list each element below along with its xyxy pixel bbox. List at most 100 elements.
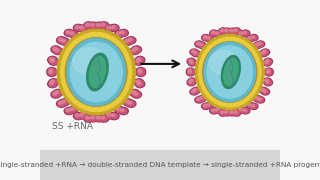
Circle shape (207, 37, 210, 39)
Circle shape (84, 115, 93, 122)
Circle shape (128, 102, 132, 104)
Circle shape (263, 90, 266, 92)
Circle shape (238, 108, 245, 112)
Circle shape (205, 35, 213, 42)
Circle shape (265, 61, 268, 63)
Circle shape (190, 61, 193, 63)
Circle shape (61, 39, 68, 44)
Circle shape (96, 116, 100, 119)
Circle shape (225, 29, 228, 32)
Ellipse shape (224, 58, 238, 86)
Circle shape (190, 49, 198, 55)
Circle shape (188, 60, 196, 66)
Circle shape (119, 107, 128, 115)
Circle shape (228, 110, 236, 116)
Circle shape (89, 115, 98, 122)
Circle shape (234, 29, 237, 31)
Circle shape (214, 31, 222, 37)
Circle shape (188, 70, 194, 75)
Circle shape (196, 98, 200, 100)
Circle shape (111, 25, 118, 31)
Circle shape (84, 22, 93, 29)
Circle shape (120, 30, 127, 36)
Circle shape (85, 116, 92, 121)
Circle shape (188, 78, 196, 84)
Circle shape (55, 91, 59, 94)
Circle shape (192, 87, 200, 94)
Circle shape (116, 107, 123, 113)
Circle shape (75, 114, 79, 117)
Circle shape (136, 81, 144, 87)
Circle shape (248, 37, 251, 39)
Circle shape (238, 31, 245, 36)
Circle shape (196, 98, 202, 102)
Circle shape (247, 36, 253, 41)
Text: Single-stranded +RNA → double-stranded DNA template → single-stranded +RNA proge: Single-stranded +RNA → double-stranded D… (0, 162, 320, 168)
Ellipse shape (203, 42, 257, 102)
Circle shape (50, 59, 57, 64)
Circle shape (51, 91, 60, 98)
Circle shape (111, 114, 115, 117)
Bar (40, 150, 280, 180)
Circle shape (106, 113, 113, 118)
Circle shape (207, 103, 210, 106)
Circle shape (243, 109, 246, 111)
Circle shape (99, 22, 109, 29)
Circle shape (90, 116, 97, 121)
Circle shape (90, 116, 94, 119)
Circle shape (258, 42, 261, 45)
Circle shape (137, 68, 144, 74)
Circle shape (49, 69, 52, 72)
Circle shape (47, 68, 57, 75)
Circle shape (64, 29, 74, 37)
Circle shape (193, 51, 199, 56)
Circle shape (223, 28, 231, 34)
Circle shape (48, 70, 55, 76)
Circle shape (203, 104, 206, 107)
Circle shape (243, 31, 249, 36)
Circle shape (266, 70, 272, 75)
Circle shape (230, 111, 233, 113)
Circle shape (215, 31, 221, 36)
Circle shape (192, 90, 195, 92)
Circle shape (57, 37, 66, 44)
Circle shape (189, 60, 196, 65)
Circle shape (69, 107, 76, 113)
Circle shape (265, 80, 271, 85)
Circle shape (120, 108, 127, 114)
Circle shape (137, 58, 141, 60)
Circle shape (189, 59, 192, 62)
Circle shape (61, 100, 65, 103)
Circle shape (116, 108, 120, 111)
Circle shape (190, 79, 193, 82)
Circle shape (73, 112, 83, 120)
Circle shape (51, 46, 60, 53)
Circle shape (192, 50, 200, 57)
Circle shape (53, 47, 57, 50)
Circle shape (258, 98, 261, 100)
Circle shape (194, 89, 197, 91)
Circle shape (53, 48, 63, 55)
Circle shape (80, 113, 84, 116)
Circle shape (123, 38, 133, 45)
Circle shape (130, 89, 139, 96)
Circle shape (196, 42, 202, 46)
Circle shape (94, 115, 104, 122)
Circle shape (259, 50, 268, 57)
Circle shape (211, 31, 217, 36)
Circle shape (115, 106, 124, 114)
Circle shape (187, 58, 196, 64)
Circle shape (132, 49, 135, 52)
Circle shape (262, 50, 268, 55)
Circle shape (60, 99, 69, 106)
Circle shape (219, 110, 227, 116)
Circle shape (264, 60, 270, 65)
Circle shape (131, 90, 138, 96)
Circle shape (188, 80, 194, 85)
Circle shape (55, 49, 59, 52)
Circle shape (199, 43, 205, 48)
Circle shape (65, 30, 73, 36)
Circle shape (134, 79, 144, 86)
Circle shape (263, 50, 266, 53)
Circle shape (266, 71, 270, 73)
